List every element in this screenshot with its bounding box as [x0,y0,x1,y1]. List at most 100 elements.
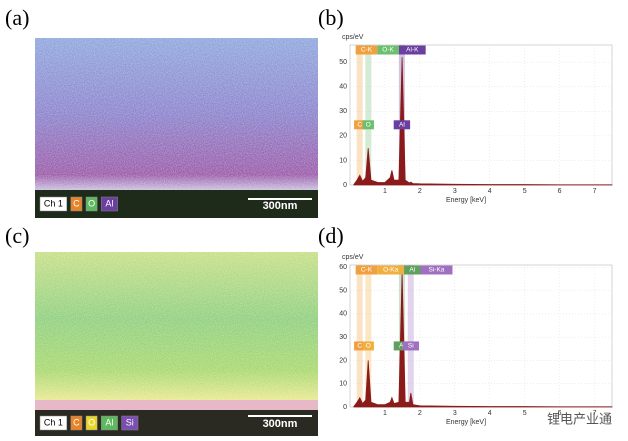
x-tick-label: 3 [453,410,457,417]
x-tick-label: 3 [453,188,457,195]
element-tag-label: O [366,122,371,129]
watermark: 锂电产业通 [547,411,612,426]
element-tag [377,45,399,55]
y-tick-label: 40 [339,84,347,91]
channel-label: Ch 1 [44,417,63,427]
y-tick-label: 20 [339,133,347,140]
spectrum-chart: 0 10 20 30 40 50 60 1 2 3 4 5 6 7 cps/eV Energy [keV] C-… [339,254,613,426]
element-line [356,265,363,407]
y-tick-label: 30 [339,334,347,341]
channel-chip [39,196,68,212]
x-tick-label: 5 [523,188,527,195]
element-tag-label: Al-K [406,47,419,54]
element-tag-label: O [366,343,371,350]
element-line [365,45,372,185]
spectrum [353,271,613,408]
y-tick-label: 10 [339,381,347,388]
spectrum [353,57,613,186]
panel-label: (c) [5,223,29,248]
element-tag-label: O-K [382,47,394,54]
channel-chip [121,415,139,431]
y-tick-label: 50 [339,59,347,66]
element-line [365,265,372,407]
y-tick-label: 60 [339,264,347,271]
x-tick-label: 1 [383,188,387,195]
x-tick-label: 7 [593,410,597,417]
element-tag [354,120,366,130]
element-tag-label: C-K [361,47,373,54]
element-tag [355,45,378,55]
channel-chip [85,196,98,212]
channel-chip [85,415,98,431]
panel-label: (b) [318,5,344,30]
x-tick-label: 6 [558,188,562,195]
y-axis-label: cps/eV [342,254,364,261]
y-axis-label: cps/eV [342,34,364,41]
element-tag-label: Al [409,267,415,274]
element-tag [393,120,411,130]
channel-chip [100,196,118,212]
element-tag [398,45,426,55]
y-tick-label: 10 [339,157,347,164]
plot-frame [349,264,613,408]
element-tag [393,341,411,351]
element-tag [362,341,374,351]
channel-chip [39,415,68,431]
element-tag-label: Si [408,343,414,350]
element-line [356,45,363,185]
channel-label: O [88,417,95,427]
x-tick-label: 5 [523,410,527,417]
eds-map: 300nm [35,252,318,436]
x-tick-label: 7 [593,188,597,195]
y-tick-label: 20 [339,357,347,364]
map-noise [35,38,318,190]
eds-map: 300nm [35,38,318,218]
element-tag [354,341,366,351]
element-tag-label: C-K [361,267,373,274]
element-tag [377,265,405,275]
channel-chip [70,196,83,212]
x-tick-label: 2 [418,410,422,417]
element-tag [420,265,453,275]
y-tick-label: 0 [343,404,347,411]
x-tick-label: 4 [488,188,492,195]
x-tick-label: 4 [488,410,492,417]
channel-label: Ch 1 [44,198,63,208]
channel-label: O [88,198,95,208]
channel-label: C [73,417,80,427]
channel-label: Si [126,417,134,427]
element-tag-label: Si-Ka [429,267,445,274]
element-tag [362,120,374,130]
x-tick-label: 2 [418,188,422,195]
element-tag-label: Al [399,343,405,350]
panel-label: (a) [5,5,29,30]
element-tag-label: C [357,122,362,129]
scale-label: 300nm [263,418,298,430]
interface [35,400,318,410]
plot-frame [349,44,613,186]
channel-label: Al [105,198,113,208]
element-line [407,265,414,407]
map-noise [35,252,318,400]
spectrum-chart: 0 10 20 30 40 50 1 2 3 4 5 6 7 cps/eV Energy [keV] C-K C… [339,34,613,204]
element-tag-label: O-Ka [383,267,399,274]
x-axis-label: Energy [keV] [446,197,486,204]
y-tick-label: 50 [339,287,347,294]
channel-label: Al [105,417,113,427]
x-axis-label: Energy [keV] [446,419,486,426]
element-tag-label: C [357,343,362,350]
channel-chip [100,415,118,431]
element-tag [355,265,378,275]
y-tick-label: 0 [343,182,347,189]
channel-chip [70,415,83,431]
x-tick-label: 1 [383,410,387,417]
element-tag [404,265,421,275]
panel-label: (d) [318,223,344,248]
element-tag-label: Al [399,122,405,129]
y-tick-label: 40 [339,311,347,318]
scale-label: 300nm [263,200,298,212]
y-tick-label: 30 [339,108,347,115]
x-tick-label: 6 [558,410,562,417]
channel-label: C [73,198,80,208]
